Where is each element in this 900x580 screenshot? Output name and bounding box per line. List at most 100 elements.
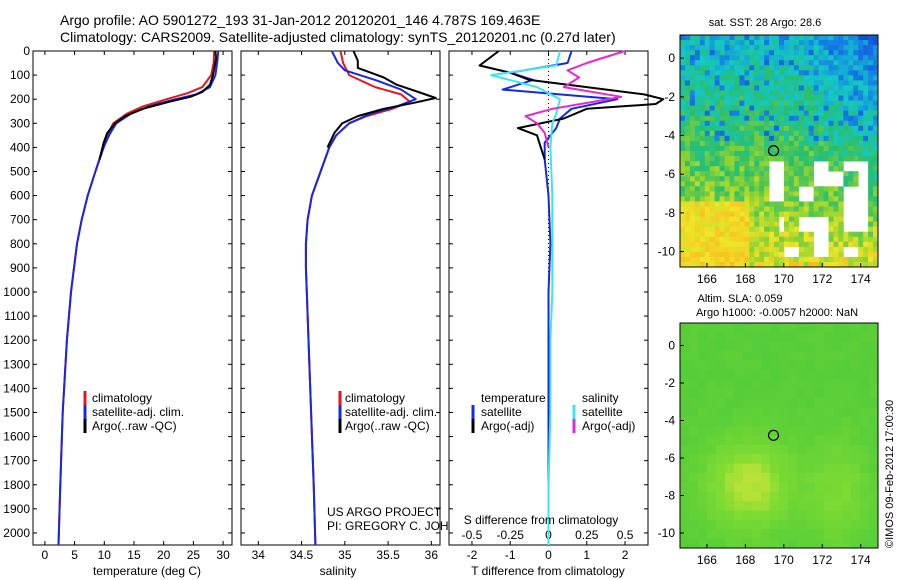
heatmap-cell — [843, 156, 849, 162]
heatmap-cell — [698, 407, 708, 418]
heatmap-cell — [734, 360, 744, 371]
heatmap-cell — [873, 85, 879, 91]
sst-heatmap — [680, 35, 879, 268]
heatmap-cell — [759, 151, 765, 157]
heatmap-cell — [824, 454, 834, 465]
heatmap-cell — [709, 251, 716, 258]
heatmap-cell — [815, 426, 825, 436]
heatmap-cell — [783, 236, 790, 243]
heatmap-cell — [774, 45, 780, 51]
heatmap-cell — [754, 241, 760, 248]
heatmap-cell — [788, 501, 798, 511]
heatmap-cell — [824, 388, 834, 399]
heatmap-cell — [680, 140, 686, 147]
heatmap-cell — [815, 482, 825, 493]
heatmap-cell — [779, 473, 789, 483]
heatmap-cell — [714, 125, 720, 132]
heatmap-cell — [869, 341, 879, 352]
heatmap-cell — [823, 151, 829, 157]
heatmap-cell — [752, 538, 762, 549]
heatmap-cell — [714, 50, 720, 56]
heatmap-cell — [734, 388, 744, 399]
heatmap-cell — [739, 166, 745, 172]
heatmap-cell — [707, 473, 717, 483]
heatmap-cell — [752, 454, 762, 465]
map-y-tick-label: -4 — [664, 129, 675, 143]
heatmap-cell — [714, 201, 720, 207]
heatmap-cell — [704, 35, 711, 41]
heatmap-cell — [833, 145, 839, 152]
sst-map-panel: sat. SST: 28 Argo: 28.6 166 168 170 172 1740… — [658, 17, 879, 286]
heatmap-cell — [707, 529, 717, 540]
heatmap-cell — [824, 341, 834, 352]
heatmap-cell — [803, 90, 810, 96]
heatmap-cell — [833, 50, 839, 56]
heatmap-cell — [749, 216, 755, 223]
heatmap-cell — [699, 241, 706, 248]
heatmap-cell — [749, 191, 755, 197]
heatmap-cell — [833, 416, 843, 427]
heatmap-cell — [828, 105, 834, 112]
heatmap-cell — [823, 115, 829, 122]
heatmap-cell — [788, 369, 798, 380]
legend-header-temperature: temperature — [481, 391, 546, 405]
heatmap-cell — [724, 156, 730, 162]
map-y-tick-label: -2 — [664, 90, 675, 104]
map-y-tick-label: -8 — [664, 206, 675, 220]
heatmap-cell — [704, 231, 711, 238]
y-tick-label: 0 — [23, 44, 30, 58]
heatmap-cell — [699, 125, 706, 132]
heatmap-cell — [779, 85, 785, 91]
heatmap-cell — [863, 151, 869, 157]
heatmap-cell — [694, 100, 701, 107]
heatmap-cell — [699, 90, 706, 96]
heatmap-cell — [868, 246, 874, 253]
heatmap-cell — [729, 206, 735, 212]
heatmap-cell — [868, 50, 874, 56]
heatmap-cell — [788, 398, 798, 408]
heatmap-cell — [858, 45, 864, 51]
heatmap-cell — [808, 100, 815, 107]
heatmap-cell — [779, 140, 785, 147]
heatmap-cell — [739, 196, 745, 202]
heatmap-cell — [798, 65, 805, 71]
y-tick-label: 100 — [10, 68, 30, 82]
heatmap-cell — [797, 538, 807, 549]
x-tick-label: 0 — [42, 548, 49, 562]
heatmap-cell — [761, 538, 771, 549]
heatmap-cell — [774, 130, 780, 137]
heatmap-cell — [764, 135, 770, 142]
heatmap-cell — [699, 171, 706, 177]
heatmap-cell — [714, 95, 720, 101]
heatmap-cell — [858, 140, 864, 147]
heatmap-cell — [684, 156, 691, 162]
heatmap-cell — [680, 251, 686, 258]
heatmap-cell — [680, 191, 686, 197]
heatmap-cell — [759, 211, 765, 217]
heatmap-cell — [774, 110, 780, 117]
heatmap-cell — [699, 231, 706, 238]
heatmap-cell — [739, 231, 745, 238]
heatmap-cell — [709, 151, 716, 157]
heatmap-cell — [744, 90, 750, 96]
heatmap-cell — [843, 125, 849, 132]
heatmap-cell — [764, 176, 770, 182]
heatmap-cell — [719, 85, 725, 91]
heatmap-cell — [754, 166, 760, 172]
heatmap-cell — [769, 35, 775, 41]
heatmap-cell — [680, 256, 686, 263]
heatmap-cell — [684, 45, 691, 51]
heatmap-cell — [698, 501, 708, 511]
heatmap-cell — [714, 130, 720, 137]
heatmap-cell — [788, 388, 798, 399]
heatmap-cell — [863, 55, 869, 61]
heatmap-cell — [725, 538, 735, 549]
heatmap-cell — [734, 110, 740, 117]
map-x-tick-label: 170 — [774, 272, 794, 286]
heatmap-cell — [704, 50, 711, 56]
heatmap-cell — [684, 80, 691, 86]
heatmap-cell — [689, 171, 696, 177]
heatmap-cell — [848, 176, 854, 182]
heatmap-cell — [724, 211, 730, 217]
heatmap-cell — [833, 55, 839, 61]
